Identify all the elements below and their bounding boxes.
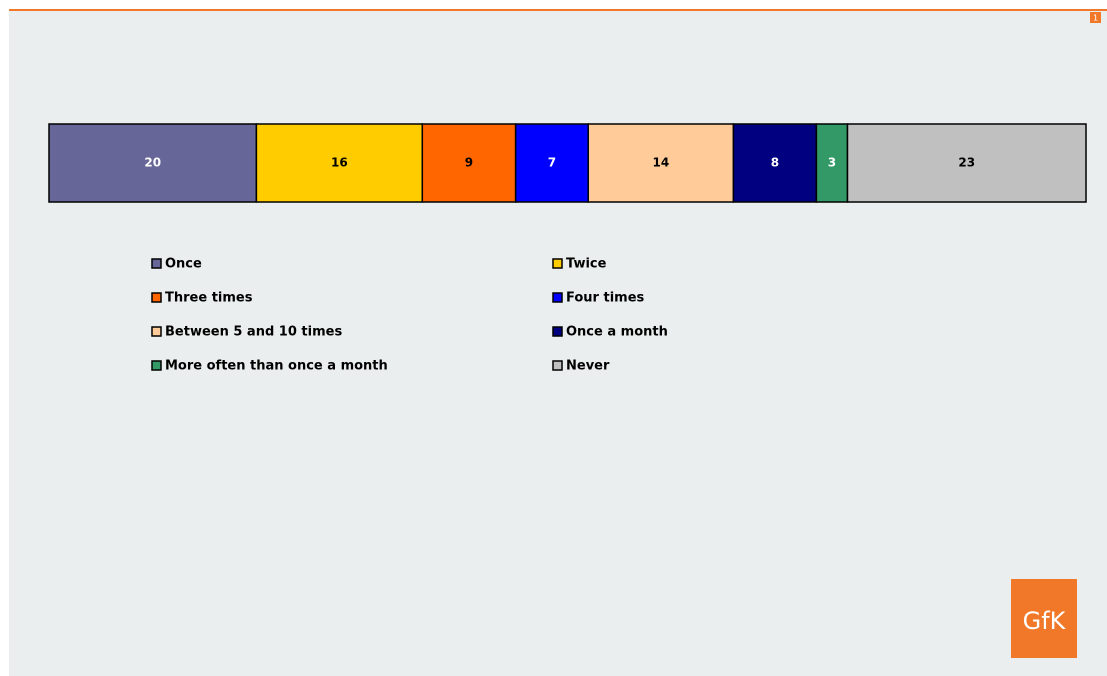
bar-segment — [255, 123, 424, 203]
page-number: 1 — [1093, 14, 1098, 23]
logo-box — [1011, 579, 1077, 658]
legend-swatch — [552, 360, 563, 371]
bar-segment — [421, 123, 517, 203]
bar-segment — [846, 123, 1087, 203]
legend-swatch — [552, 326, 563, 337]
bar-segment — [732, 123, 818, 203]
logo: GfK — [1023, 607, 1067, 635]
data-label: 20 — [144, 156, 161, 170]
data-label: 3 — [828, 156, 836, 170]
legend-label: Four times — [566, 291, 645, 306]
legend-swatch — [552, 292, 563, 303]
data-label: 14 — [652, 156, 669, 170]
bar-segment — [587, 123, 735, 203]
data-label: 23 — [958, 156, 975, 170]
legend-label: Twice — [566, 257, 607, 272]
legend-label: Once a month — [566, 325, 668, 340]
legend-label: Once — [165, 257, 202, 272]
data-label: 8 — [771, 156, 779, 170]
data-label: 16 — [331, 156, 348, 170]
legend-label: Three times — [165, 291, 253, 306]
data-label: 9 — [465, 156, 473, 170]
bar-segment — [48, 123, 258, 203]
legend-swatch — [151, 360, 162, 371]
legend-swatch — [151, 326, 162, 337]
legend-label: Between 5 and 10 times — [165, 325, 342, 340]
legend-swatch — [552, 258, 563, 269]
page-number-box — [1090, 12, 1101, 23]
slide-background — [9, 10, 1107, 676]
data-label: 7 — [548, 156, 556, 170]
legend-swatch — [151, 292, 162, 303]
legend-swatch — [151, 258, 162, 269]
chart: 20 Once 16 Twice 9 Three times 7 Four times 14 Be… — [48, 123, 1087, 374]
legend-label: More often than once a month — [165, 359, 388, 374]
legend-label: Never — [566, 359, 610, 374]
bar-segment — [815, 123, 849, 203]
top-rule — [9, 9, 1107, 11]
